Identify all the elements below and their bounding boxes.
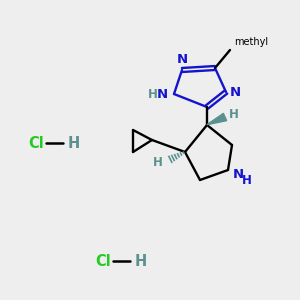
Text: H: H — [148, 88, 158, 100]
Text: Cl: Cl — [28, 136, 44, 151]
Text: N: N — [233, 169, 244, 182]
Text: H: H — [153, 155, 163, 169]
Text: Cl: Cl — [95, 254, 111, 268]
Polygon shape — [207, 113, 226, 125]
Text: N: N — [176, 53, 188, 66]
Text: N: N — [157, 88, 168, 100]
Text: H: H — [135, 254, 147, 268]
Text: methyl: methyl — [234, 37, 268, 47]
Text: H: H — [68, 136, 80, 151]
Text: H: H — [229, 109, 239, 122]
Text: H: H — [242, 173, 252, 187]
Text: N: N — [230, 85, 241, 98]
